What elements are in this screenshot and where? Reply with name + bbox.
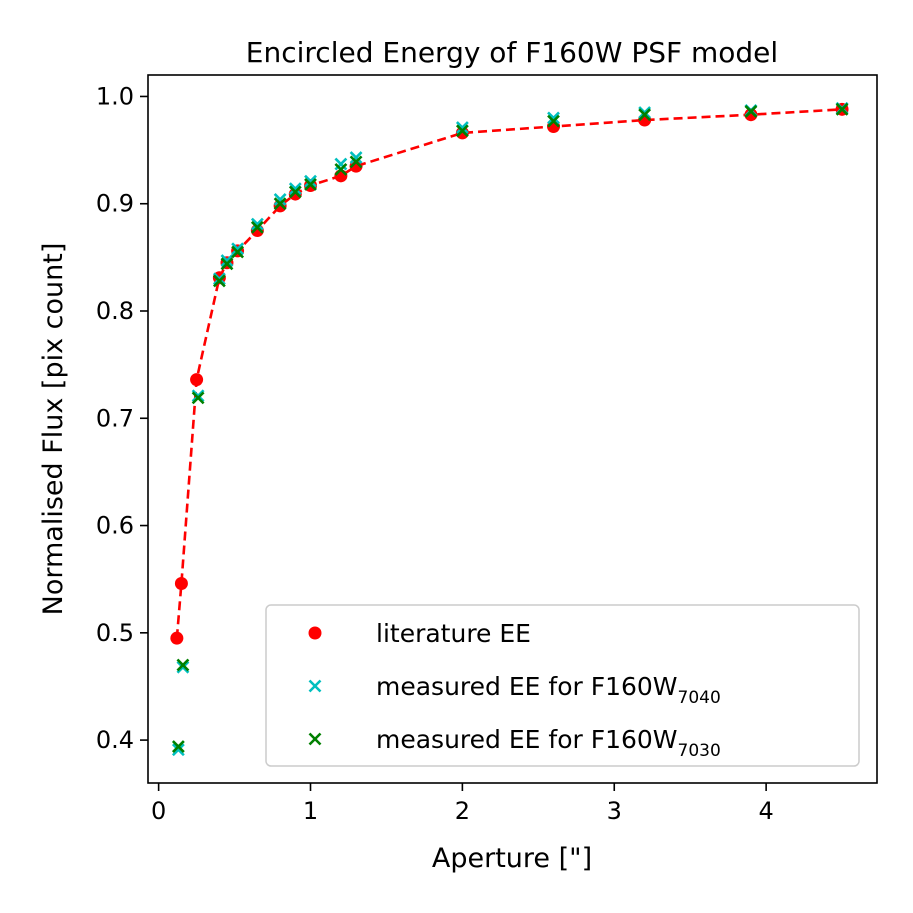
legend-marker [308, 732, 322, 746]
data-point [334, 162, 348, 176]
x-tick-label: 0 [151, 797, 166, 825]
data-point [171, 743, 185, 757]
data-point [835, 102, 849, 116]
data-point [191, 389, 205, 403]
legend-label: literature EE [376, 619, 531, 648]
data-point [170, 631, 184, 645]
y-tick-label: 0.7 [96, 404, 134, 432]
data-point [304, 174, 317, 188]
series-0 [170, 102, 849, 645]
y-tick-label: 0.8 [96, 297, 134, 325]
data-point [334, 169, 348, 183]
data-point [349, 159, 363, 173]
data-point [744, 105, 758, 118]
legend-marker [308, 626, 322, 640]
data-point [191, 391, 205, 405]
data-point [273, 199, 287, 213]
data-point [220, 254, 234, 268]
data-point [171, 740, 185, 753]
data-point [288, 182, 302, 196]
data-point [212, 274, 226, 288]
data-point [744, 108, 758, 122]
legend-label: measured EE for F160W7030 [376, 725, 721, 761]
legend-label: measured EE for F160W7040 [376, 672, 721, 708]
data-point [176, 658, 190, 672]
data-point [273, 193, 287, 206]
data-point [212, 272, 226, 286]
data-point [288, 185, 302, 199]
y-axis: 0.4 0.5 0.6 0.7 0.8 0.9 1.0 [96, 82, 148, 754]
data-point [231, 242, 245, 256]
data-point [304, 177, 317, 191]
legend-marker [308, 679, 322, 693]
data-point [334, 157, 348, 171]
data-point [547, 111, 560, 125]
data-point [349, 155, 363, 169]
data-series [170, 101, 849, 757]
y-tick-label: 0.4 [96, 726, 134, 754]
data-point [349, 151, 363, 165]
data-point [250, 220, 264, 234]
data-point [190, 373, 204, 387]
x-tick-label: 3 [607, 797, 622, 825]
chart-title: Encircled Energy of F160W PSF model [246, 36, 778, 69]
data-point [220, 257, 234, 271]
x-tick-label: 2 [455, 797, 470, 825]
y-tick-label: 0.6 [96, 512, 134, 540]
data-point [638, 106, 652, 119]
legend: literature EE measured EE for F160W7040 me… [265, 604, 860, 767]
x-tick-label: 1 [303, 797, 318, 825]
series-2 [171, 102, 849, 753]
data-point [455, 124, 469, 138]
series-line [175, 108, 843, 639]
y-tick-label: 0.5 [96, 619, 134, 647]
data-point [547, 114, 560, 128]
data-point [638, 108, 652, 122]
data-point [231, 245, 245, 259]
x-tick-label: 4 [758, 797, 773, 825]
data-point [176, 660, 190, 674]
data-point [273, 197, 287, 211]
plot-frame [147, 74, 878, 784]
x-axis: 0 1 2 3 4 [151, 783, 774, 825]
y-tick-label: 1.0 [96, 82, 134, 110]
data-point [250, 217, 264, 231]
data-point [455, 121, 469, 134]
y-axis-label: Normalised Flux [pix count] [38, 243, 69, 616]
legend-frame [265, 604, 860, 767]
x-axis-label: Aperture ["] [432, 843, 592, 874]
data-point [174, 576, 188, 590]
y-tick-label: 0.9 [96, 190, 134, 218]
